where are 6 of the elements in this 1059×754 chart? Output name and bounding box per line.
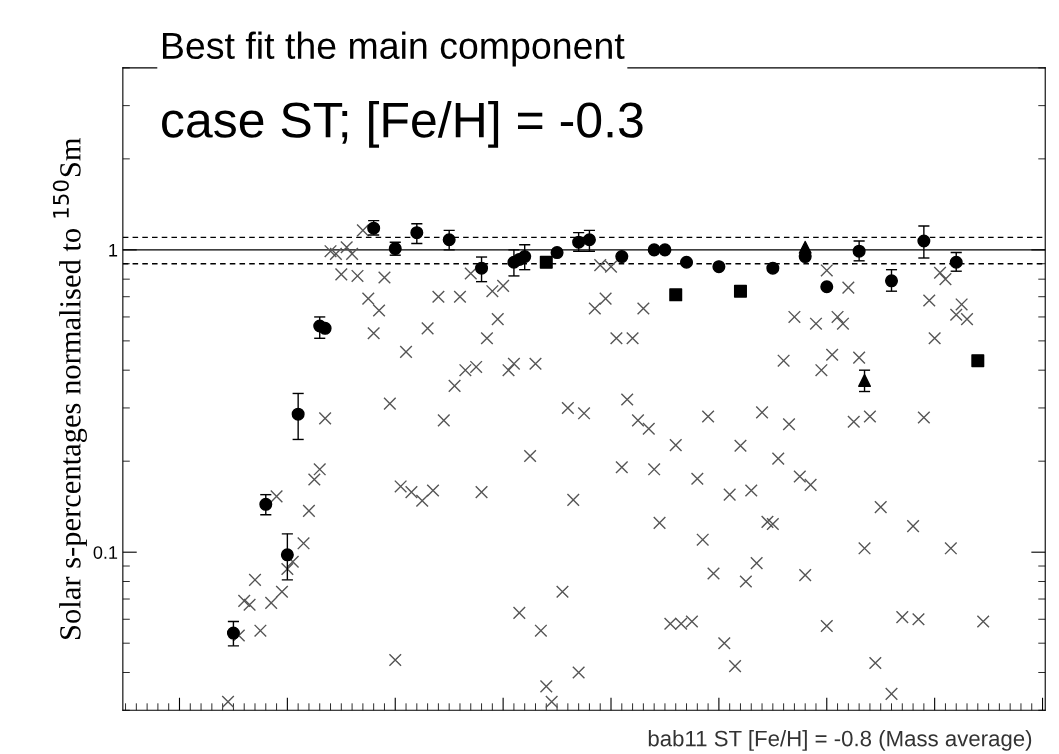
text: Best fit the main component [162,31,625,67]
y-tick-label: 0.1 [93,546,118,559]
y-tick-label: 1 [109,243,118,257]
text: bab11 ST [Fe/H] = -0.8 (Mass average) [648,730,1032,751]
y-axis-title: Solar s-percentages normalised to $^{150}$Sm [52,137,87,639]
annotation: case ST; [Fe/H] = -0.3 [162,101,643,148]
